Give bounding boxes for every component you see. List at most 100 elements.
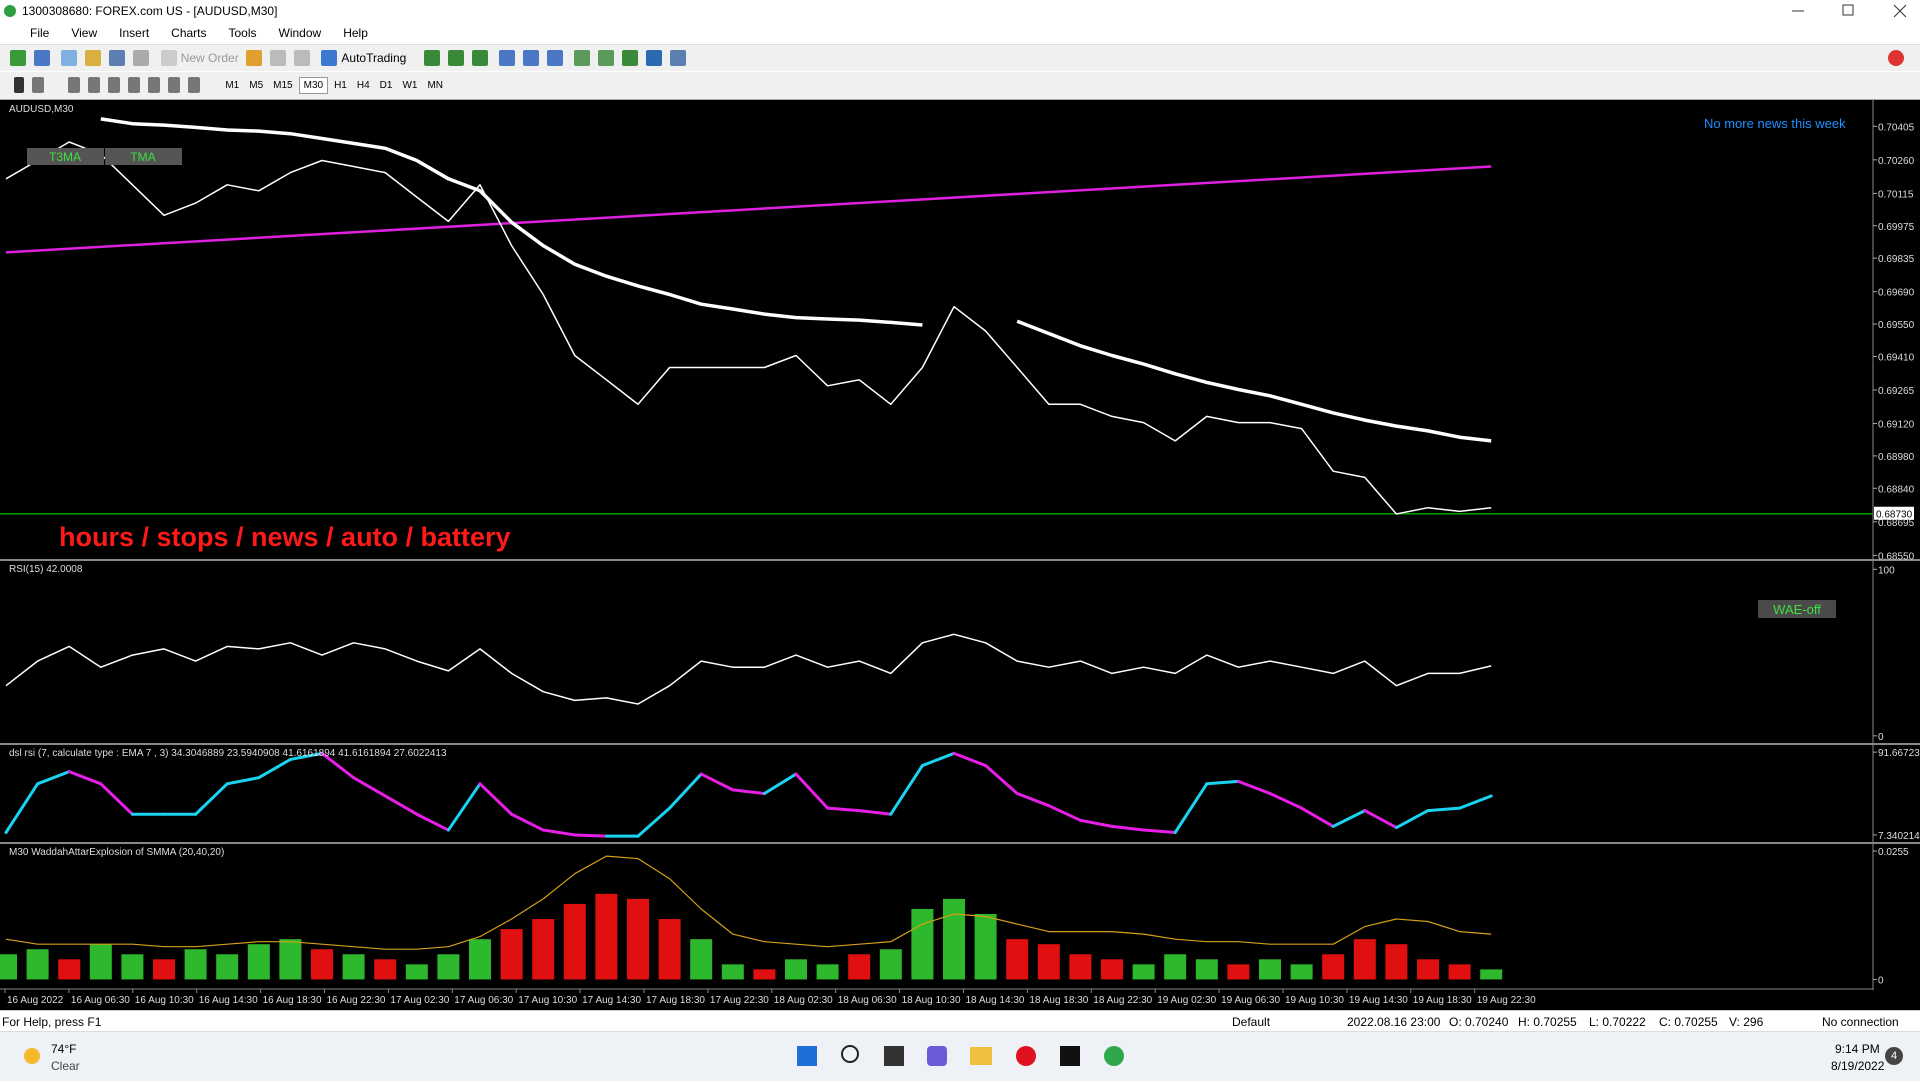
indicator-segment	[889, 764, 924, 816]
chart: 16 Aug 2022 16 Aug 06:30 16 Aug 10:30 16 Au…	[0, 100, 1920, 1010]
menu-item[interactable]: File	[30, 26, 50, 40]
trendline	[5, 165, 1492, 254]
histogram-bar	[1322, 954, 1345, 980]
histogram-bar	[1101, 959, 1123, 980]
y-tick-label: 0.69120	[1878, 420, 1915, 431]
histogram-bar	[974, 913, 997, 980]
time-label: 19 Aug 18:30	[1413, 995, 1472, 1006]
time-label: 17 Aug 22:30	[710, 995, 769, 1006]
histogram-bar	[437, 954, 460, 980]
timeframe-button[interactable]: H4	[356, 80, 370, 92]
wae-button	[1758, 600, 1836, 618]
weather-text: Clear	[51, 1059, 80, 1073]
histogram-bar	[943, 898, 965, 980]
menu-items: File View Insert Charts Tools Window Help	[30, 26, 390, 40]
timeframe-button[interactable]: H1	[334, 80, 347, 92]
indicator-segment	[857, 809, 893, 816]
menu-item[interactable]: Tools	[228, 26, 257, 40]
menu-item[interactable]: View	[71, 26, 98, 40]
indicator-segment	[415, 812, 450, 832]
new-order-button[interactable]: New Order	[180, 51, 239, 65]
histogram-bar	[753, 969, 776, 980]
indicator-segment	[510, 812, 545, 832]
indicator-button-label[interactable]: TMA	[130, 150, 155, 164]
indicator-segment	[1300, 806, 1335, 828]
status-bar: For Help, press F1 Default 2022.08.16 23:0…	[0, 1010, 1920, 1032]
indicator-segment	[225, 776, 261, 786]
status-time: 2022.08.16 23:00	[1347, 1015, 1441, 1029]
histogram-bar	[216, 954, 239, 980]
clock-time: 9:14 PM	[1835, 1042, 1880, 1056]
indicator-segment	[1426, 806, 1462, 813]
indicator-segment	[1110, 824, 1146, 832]
y-tick-label: 0	[1878, 732, 1884, 743]
current-price-label: 0.68730	[1876, 510, 1913, 521]
histogram-bar	[690, 939, 713, 980]
indicator-segment	[446, 782, 482, 832]
histogram-bar	[374, 959, 397, 980]
indicator-segment	[699, 772, 735, 792]
time-label: 17 Aug 02:30	[390, 995, 449, 1006]
timeframe-button[interactable]: D1	[379, 80, 393, 92]
status-help: For Help, press F1	[2, 1015, 102, 1029]
indicator-segment	[320, 751, 356, 780]
time-label: 18 Aug 06:30	[838, 995, 897, 1006]
status-high: H: 0.70255	[1518, 1015, 1577, 1029]
notification-badge: 4	[1891, 1050, 1898, 1062]
taskbar-icons	[24, 1045, 1903, 1066]
time-label: 16 Aug 06:30	[71, 995, 130, 1006]
time-label: 16 Aug 22:30	[327, 995, 386, 1006]
series-line	[5, 855, 1492, 950]
y-tick-label: 7.340214	[1878, 831, 1920, 842]
timeframe-button[interactable]: M30	[298, 77, 329, 95]
histogram-bar	[595, 893, 618, 980]
y-tick-label: 0.69690	[1878, 288, 1915, 299]
pane-title: RSI(15) 42.0008	[9, 564, 83, 575]
time-label: 19 Aug 10:30	[1285, 995, 1344, 1006]
time-label: 18 Aug 02:30	[774, 995, 833, 1006]
menu-item[interactable]: Charts	[171, 26, 207, 40]
indicator-segment	[1015, 792, 1051, 808]
menu-item[interactable]: Window	[278, 26, 322, 40]
menu-item[interactable]: Insert	[119, 26, 150, 40]
time-label: 17 Aug 14:30	[582, 995, 641, 1006]
histogram-bar	[1006, 939, 1029, 980]
time-label: 17 Aug 10:30	[518, 995, 577, 1006]
indicator-segment	[573, 833, 608, 838]
pane-title: dsl rsi (7, calculate type : EMA 7 , 3) …	[9, 748, 447, 759]
status-profile: Default	[1232, 1015, 1271, 1029]
time-label: 17 Aug 18:30	[646, 995, 705, 1006]
indicator-button-label[interactable]: T3MA	[49, 150, 81, 164]
indicator-segment	[1331, 809, 1367, 828]
time-label: 19 Aug 22:30	[1477, 995, 1536, 1006]
timeframe-button[interactable]: MN	[427, 80, 444, 92]
histogram-bar	[58, 959, 81, 980]
indicator-segment	[984, 764, 1019, 796]
histogram-bar	[1448, 964, 1471, 980]
time-label: 18 Aug 18:30	[1029, 995, 1088, 1006]
indicator-segment	[1205, 779, 1240, 786]
time-label: 19 Aug 14:30	[1349, 995, 1408, 1006]
auto-trading-button[interactable]: AutoTrading	[341, 51, 407, 65]
y-tick-label: 0.68840	[1878, 484, 1915, 495]
time-label: 16 Aug 18:30	[263, 995, 322, 1006]
time-label: 19 Aug 02:30	[1157, 995, 1216, 1006]
wae-button-label[interactable]: WAE-off	[1773, 602, 1821, 617]
indicator-segment	[1173, 782, 1209, 834]
status-volume: V: 296	[1729, 1015, 1764, 1029]
histogram-bar	[1195, 959, 1218, 980]
series-line	[5, 141, 1492, 515]
y-tick-label: 0.68695	[1878, 518, 1915, 529]
histogram-bar	[1290, 964, 1313, 980]
timeframe-button[interactable]: M15	[273, 80, 293, 92]
indicator-segment	[952, 751, 988, 768]
timeframe-button[interactable]: W1	[402, 80, 418, 92]
menu-item[interactable]: Help	[343, 26, 368, 40]
timeframe-button[interactable]: M1	[225, 80, 240, 92]
indicator-segment	[288, 751, 324, 761]
histogram-bar	[153, 959, 175, 980]
indicator-segment	[920, 751, 956, 768]
y-tick-label: 0.0255	[1878, 847, 1909, 858]
timeframe-button[interactable]: M5	[249, 80, 264, 92]
